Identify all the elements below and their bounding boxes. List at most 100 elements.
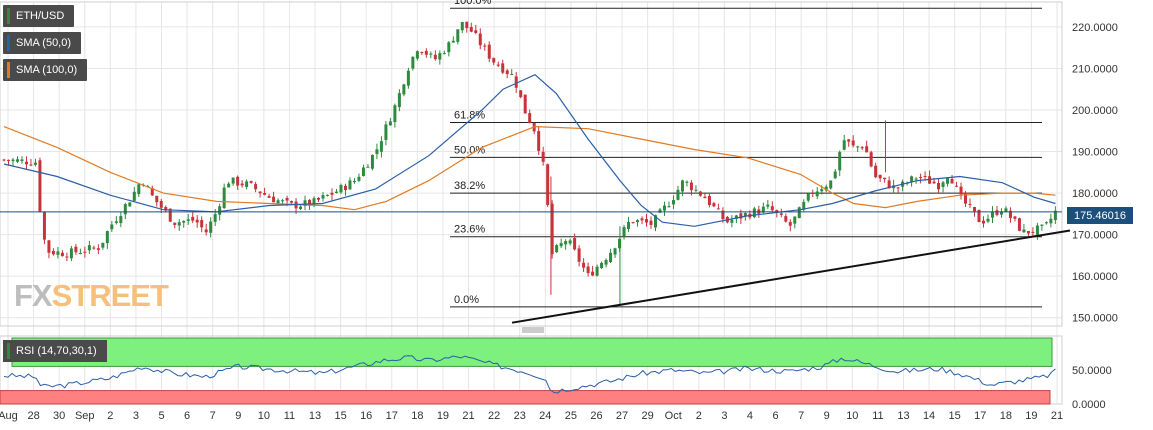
time-tick-label: 13: [897, 410, 909, 422]
candle-body: [501, 63, 505, 73]
time-tick-label: 23: [514, 410, 526, 422]
candle-body: [128, 202, 132, 207]
candle-body: [707, 195, 711, 205]
candle-body: [1031, 231, 1035, 233]
rsi-oversold-zone: [0, 390, 1051, 405]
candle-body: [914, 178, 918, 180]
candle-body: [218, 206, 222, 215]
candle-body: [653, 215, 657, 228]
candle-body: [263, 193, 267, 195]
candle-body: [483, 45, 487, 47]
candle-body: [308, 199, 312, 206]
candle-body: [851, 140, 855, 146]
time-tick-label: 15: [334, 410, 346, 422]
candle-body: [1017, 218, 1021, 231]
candle-body: [622, 227, 626, 237]
candle-body: [267, 196, 271, 198]
candle-body: [15, 159, 19, 162]
time-tick-label: 11: [284, 410, 295, 422]
candle-body: [932, 181, 936, 184]
time-tick-label: 15: [949, 410, 961, 422]
candle-body: [1013, 216, 1017, 219]
candle-body: [1049, 218, 1053, 224]
time-tick-label: 17: [386, 410, 398, 422]
candle-body: [92, 247, 96, 249]
time-tick-label: 18: [1000, 410, 1012, 422]
candle-body: [1035, 225, 1039, 235]
candle-body: [662, 205, 666, 211]
legend-sma50[interactable]: SMA (50,0): [3, 32, 82, 54]
candle-body: [802, 201, 806, 210]
fib-label: 23.6%: [454, 224, 485, 236]
candle-body: [424, 50, 428, 55]
candle-body: [631, 222, 635, 224]
candle-body: [51, 250, 55, 255]
legend-sma100[interactable]: SMA (100,0): [3, 59, 88, 81]
candle-body: [384, 124, 388, 140]
candle-body: [456, 29, 460, 42]
candle-body: [303, 200, 307, 207]
time-tick-label: 10: [258, 410, 270, 422]
candle-body: [74, 246, 78, 253]
candle-body: [523, 94, 527, 114]
time-tick-label: 3: [721, 410, 727, 422]
candle-body: [343, 185, 347, 190]
candle-body: [87, 245, 91, 251]
candle-body: [406, 70, 410, 86]
time-tick-label: 3: [133, 410, 139, 422]
candle-body: [290, 201, 294, 203]
rsi-label: RSI (14,70,30,1): [16, 345, 97, 357]
candle-body: [865, 146, 869, 153]
candle-body: [761, 206, 765, 213]
candle-body: [186, 219, 190, 221]
time-tick-label: 16: [360, 410, 372, 422]
sma100-label: SMA (100,0): [16, 64, 78, 76]
candle-body: [474, 30, 478, 33]
candle-body: [47, 240, 51, 253]
legend-symbol[interactable]: ETH/USD: [3, 5, 75, 27]
candle-body: [829, 180, 833, 189]
time-tick-label: 24: [539, 410, 551, 422]
price-tick-label: 220.0000: [1072, 22, 1118, 34]
time-tick-label: 25: [565, 410, 577, 422]
candle-body: [981, 220, 985, 224]
candle-body: [658, 209, 662, 213]
candle-body: [254, 184, 258, 190]
candle-body: [182, 220, 186, 223]
legend-rsi[interactable]: RSI (14,70,30,1): [3, 340, 107, 362]
candle-body: [896, 187, 900, 189]
candle-body: [101, 242, 105, 248]
time-tick-label: 9: [235, 410, 241, 422]
candle-body: [312, 198, 316, 206]
candle-body: [492, 58, 496, 63]
fib-label: 50.0%: [454, 144, 485, 156]
candle-body: [397, 93, 401, 108]
candle-body: [173, 222, 177, 225]
time-tick-label: Sep: [75, 410, 95, 422]
candle-body: [550, 203, 554, 255]
candle-body: [366, 166, 370, 168]
time-tick-label: 7: [210, 410, 216, 422]
candle-body: [447, 42, 451, 53]
candle-body: [645, 219, 649, 223]
time-tick-label: 2: [107, 410, 113, 422]
candle-body: [137, 184, 141, 195]
candle-body: [716, 208, 720, 210]
time-tick-label: 19: [437, 410, 449, 422]
candle-body: [721, 210, 725, 220]
candle-body: [227, 183, 231, 188]
candle-body: [937, 182, 941, 190]
candle-body: [568, 240, 572, 244]
candle-body: [582, 262, 586, 268]
candle-body: [393, 105, 397, 123]
time-tick-label: 10: [846, 410, 858, 422]
candle-body: [685, 181, 689, 183]
candle-body: [42, 212, 46, 240]
candle-body: [977, 210, 981, 223]
candle-body: [946, 178, 950, 184]
candle-body: [348, 180, 352, 190]
candle-body: [114, 221, 118, 224]
fib-label: 0.0%: [454, 294, 479, 306]
candle-body: [999, 211, 1003, 215]
